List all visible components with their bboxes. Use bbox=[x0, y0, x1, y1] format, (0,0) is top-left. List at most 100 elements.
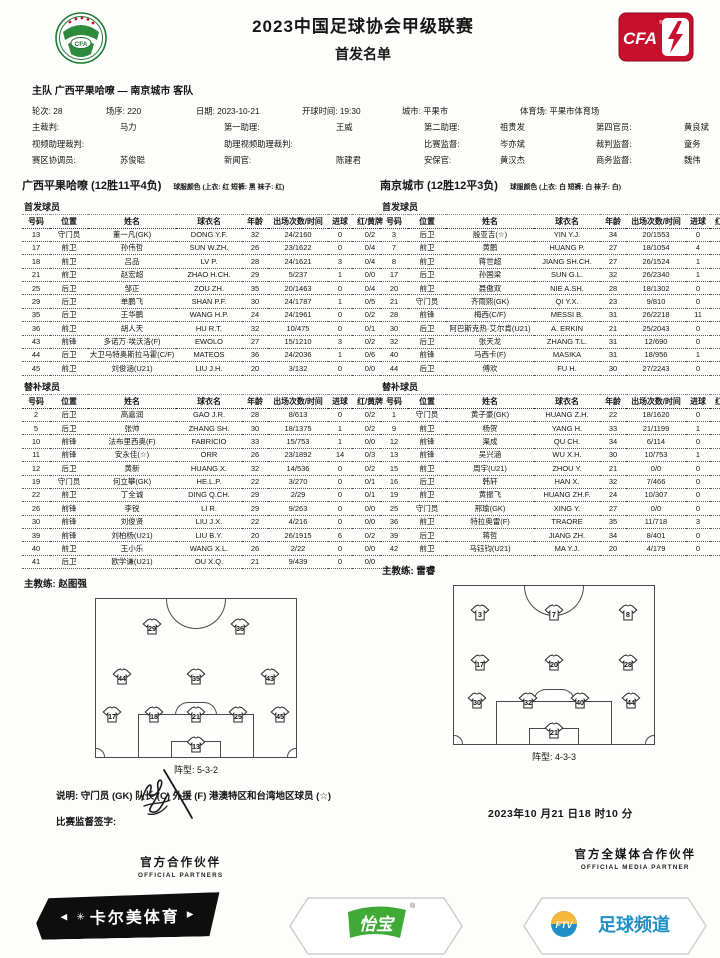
player-jersey-name: ZHANG SH. bbox=[176, 421, 242, 436]
svg-text:CFA: CFA bbox=[623, 29, 657, 48]
player-age: 30 bbox=[242, 421, 268, 436]
player-number: 41 bbox=[22, 555, 50, 570]
player-jersey-name: MA Y.J. bbox=[534, 541, 600, 556]
player-position: 前卫 bbox=[50, 321, 88, 336]
player-age: 27 bbox=[600, 254, 626, 269]
player-apps-time: 24/1787 bbox=[268, 294, 328, 309]
player-name: 梅西(C/F) bbox=[446, 308, 534, 323]
player-age: 34 bbox=[600, 434, 626, 449]
jersey-shirt-icon: 7 bbox=[544, 604, 564, 621]
player-number: 36 bbox=[380, 515, 408, 530]
player-cards: 1/2 bbox=[710, 321, 720, 336]
player-jersey-name: JIANG SH.CH. bbox=[534, 254, 600, 269]
player-jersey-name: MESSI B. bbox=[534, 308, 600, 323]
column-header: 红/黄牌 bbox=[710, 213, 720, 229]
jersey-shirt-icon: 21 bbox=[186, 706, 206, 723]
player-cards: 0/0 bbox=[352, 515, 388, 530]
player-apps-time: 23/1622 bbox=[268, 241, 328, 256]
player-position: 前卫 bbox=[408, 254, 446, 269]
player-name: 阿巴斯克热·艾尔肯(U21) bbox=[446, 321, 534, 336]
player-goals: 0 bbox=[686, 434, 710, 449]
match-info-item: 日期: 2023-10-21 bbox=[196, 104, 302, 119]
svg-text:44: 44 bbox=[627, 700, 635, 707]
svg-text:CFA: CFA bbox=[75, 41, 88, 48]
column-header: 姓名 bbox=[446, 393, 534, 409]
match-info-label: 场序: bbox=[106, 106, 128, 116]
svg-text:17: 17 bbox=[476, 662, 484, 669]
player-age: 22 bbox=[242, 515, 268, 530]
player-age: 32 bbox=[242, 228, 268, 242]
player-jersey-name: ZHOU Y. bbox=[534, 461, 600, 476]
player-position: 前卫 bbox=[408, 488, 446, 503]
svg-text:20: 20 bbox=[550, 662, 558, 669]
player-apps-time: 21/1199 bbox=[626, 421, 686, 436]
player-name: 董一凡(GK) bbox=[88, 228, 176, 242]
player-row: 18 前卫 吕品 LV P. 28 24/1621 3 0/4 bbox=[22, 254, 388, 269]
title-block: 2023中国足球协会甲级联赛 首发名单 bbox=[108, 10, 618, 64]
legend-note: 说明: 守门员 (GK) 队长 (C) 外援 (F) 港澳特区和台湾地区球员 (… bbox=[56, 791, 332, 803]
player-jersey-name: HUANG P. bbox=[534, 241, 600, 256]
player-position: 前锋 bbox=[50, 434, 88, 449]
player-name: 赵宏超 bbox=[88, 268, 176, 283]
player-age: 20 bbox=[242, 361, 268, 376]
player-name: 王华鹏 bbox=[88, 308, 176, 323]
player-age: 20 bbox=[242, 528, 268, 543]
official-name: 苏俊聪 bbox=[120, 155, 145, 165]
player-cards: 0/3 bbox=[710, 268, 720, 283]
player-age: 29 bbox=[242, 268, 268, 283]
player-name: 黄振飞 bbox=[446, 488, 534, 503]
svg-text:17: 17 bbox=[108, 714, 116, 721]
official-media-partner-heading: 官方全媒体合作伙伴 OFFICIAL MEDIA PARTNER bbox=[575, 846, 697, 871]
player-age: 30 bbox=[600, 448, 626, 463]
player-goals: 1 bbox=[328, 268, 352, 283]
formation-caption: 阵型: 4-3-3 bbox=[532, 750, 576, 763]
svg-text:29: 29 bbox=[148, 626, 156, 633]
roster-header-row: 号码位置姓名球衣名年龄出场次数/时间进球红/黄牌 bbox=[22, 393, 388, 409]
player-goals: 0 bbox=[328, 555, 352, 570]
jersey-shirt-icon: 29 bbox=[142, 618, 162, 635]
official-name: 魏伟 bbox=[684, 155, 701, 165]
player-row: 19 守门员 何立攀(GK) HE.L.P. 22 3/270 0 0/1 bbox=[22, 475, 388, 489]
player-position: 前锋 bbox=[408, 308, 446, 323]
column-header: 年龄 bbox=[242, 213, 268, 229]
player-name: 周宇(U21) bbox=[446, 461, 534, 476]
player-apps-time: 12/690 bbox=[626, 335, 686, 349]
player-apps-time: 9/810 bbox=[626, 294, 686, 309]
player-number: 12 bbox=[380, 434, 408, 449]
player-jersey-name: HUANG Z.H. bbox=[534, 408, 600, 423]
column-header: 出场次数/时间 bbox=[268, 393, 328, 409]
player-row: 2 后卫 高嘉润 GAO J.R. 28 8/613 0 0/2 bbox=[22, 408, 388, 423]
player-goals: 4 bbox=[686, 241, 710, 256]
svg-text:30: 30 bbox=[473, 700, 481, 707]
player-cards: 0/2 bbox=[710, 228, 720, 242]
player-position: 前锋 bbox=[50, 501, 88, 516]
player-age: 36 bbox=[242, 348, 268, 363]
official-name: 祖贵发 bbox=[500, 122, 525, 132]
player-jersey-name: WANG X.L. bbox=[176, 541, 242, 556]
kelme-mark-icon: ✳ bbox=[76, 911, 87, 923]
player-name: 吴兴涵 bbox=[446, 448, 534, 463]
player-goals: 0 bbox=[686, 475, 710, 489]
player-age: 29 bbox=[242, 501, 268, 516]
player-apps-time: 24/1621 bbox=[268, 254, 328, 269]
match-info-value: 28 bbox=[53, 106, 63, 116]
player-number: 35 bbox=[22, 308, 50, 323]
player-name: 殷亚吉(☆) bbox=[446, 228, 534, 242]
player-number: 17 bbox=[22, 241, 50, 256]
official-name: 黄良斌 bbox=[684, 122, 709, 132]
player-jersey-name: FU H. bbox=[534, 361, 600, 376]
pitch-away: 3 7 8 17 20 28 30 32 40 44 21 bbox=[453, 584, 655, 745]
player-cards: 0/2 bbox=[352, 335, 388, 349]
player-apps-time: 9/439 bbox=[268, 555, 328, 570]
player-name: 高嘉润 bbox=[88, 408, 176, 423]
player-jersey-name: MATEOS bbox=[176, 348, 242, 363]
player-age: 21 bbox=[600, 321, 626, 336]
player-name: 邹正 bbox=[88, 281, 176, 296]
